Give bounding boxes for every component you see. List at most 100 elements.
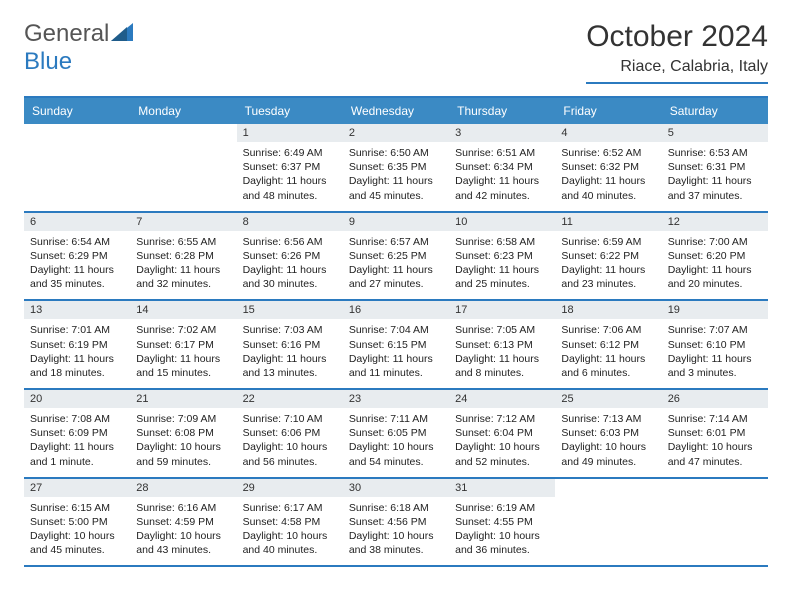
dayhead-thursday: Thursday	[449, 97, 555, 124]
daylight-text: Daylight: 10 hours	[136, 440, 230, 454]
daylight-text: Daylight: 11 hours	[561, 352, 655, 366]
daylight-text: Daylight: 11 hours	[349, 174, 443, 188]
day-cell: 5Sunrise: 6:53 AMSunset: 6:31 PMDaylight…	[662, 124, 768, 212]
sunset-text: Sunset: 6:37 PM	[243, 160, 337, 174]
daylight-text: Daylight: 11 hours	[136, 352, 230, 366]
date-number: 13	[24, 301, 130, 319]
calendar-table: Sunday Monday Tuesday Wednesday Thursday…	[24, 96, 768, 567]
sunset-text: Sunset: 6:25 PM	[349, 249, 443, 263]
sunset-text: Sunset: 4:59 PM	[136, 515, 230, 529]
day-details: Sunrise: 6:52 AMSunset: 6:32 PMDaylight:…	[555, 142, 661, 211]
daylight-text: Daylight: 11 hours	[349, 352, 443, 366]
daylight-text: Daylight: 11 hours	[349, 263, 443, 277]
day-cell: 3Sunrise: 6:51 AMSunset: 6:34 PMDaylight…	[449, 124, 555, 212]
sunrise-text: Sunrise: 6:59 AM	[561, 235, 655, 249]
dayhead-monday: Monday	[130, 97, 236, 124]
day-details: Sunrise: 7:05 AMSunset: 6:13 PMDaylight:…	[449, 319, 555, 388]
daylight-text: and 18 minutes.	[30, 366, 124, 380]
sunrise-text: Sunrise: 7:06 AM	[561, 323, 655, 337]
day-cell: 29Sunrise: 6:17 AMSunset: 4:58 PMDayligh…	[237, 478, 343, 567]
daylight-text: Daylight: 11 hours	[136, 263, 230, 277]
sunset-text: Sunset: 6:04 PM	[455, 426, 549, 440]
date-number: 3	[449, 124, 555, 142]
daylight-text: and 40 minutes.	[561, 189, 655, 203]
date-number: 27	[24, 479, 130, 497]
sunrise-text: Sunrise: 6:55 AM	[136, 235, 230, 249]
date-number: 8	[237, 213, 343, 231]
sunrise-text: Sunrise: 7:03 AM	[243, 323, 337, 337]
daylight-text: and 47 minutes.	[668, 455, 762, 469]
sunset-text: Sunset: 6:28 PM	[136, 249, 230, 263]
daylight-text: Daylight: 11 hours	[668, 174, 762, 188]
week-row: 1Sunrise: 6:49 AMSunset: 6:37 PMDaylight…	[24, 124, 768, 212]
sunset-text: Sunset: 6:26 PM	[243, 249, 337, 263]
logo-sail-icon	[111, 20, 133, 38]
daylight-text: Daylight: 11 hours	[561, 174, 655, 188]
sunset-text: Sunset: 6:10 PM	[668, 338, 762, 352]
sunrise-text: Sunrise: 6:50 AM	[349, 146, 443, 160]
sunset-text: Sunset: 6:12 PM	[561, 338, 655, 352]
sunrise-text: Sunrise: 7:13 AM	[561, 412, 655, 426]
date-number: 29	[237, 479, 343, 497]
sunrise-text: Sunrise: 6:52 AM	[561, 146, 655, 160]
day-details	[24, 130, 130, 192]
sunrise-text: Sunrise: 7:12 AM	[455, 412, 549, 426]
daylight-text: and 30 minutes.	[243, 277, 337, 291]
sunrise-text: Sunrise: 7:01 AM	[30, 323, 124, 337]
daylight-text: and 11 minutes.	[349, 366, 443, 380]
daylight-text: Daylight: 10 hours	[30, 529, 124, 543]
daylight-text: and 42 minutes.	[455, 189, 549, 203]
day-cell: 18Sunrise: 7:06 AMSunset: 6:12 PMDayligh…	[555, 300, 661, 389]
dayhead-friday: Friday	[555, 97, 661, 124]
date-number: 10	[449, 213, 555, 231]
day-cell: 17Sunrise: 7:05 AMSunset: 6:13 PMDayligh…	[449, 300, 555, 389]
calendar-body: 1Sunrise: 6:49 AMSunset: 6:37 PMDaylight…	[24, 124, 768, 566]
daylight-text: and 25 minutes.	[455, 277, 549, 291]
day-details: Sunrise: 6:58 AMSunset: 6:23 PMDaylight:…	[449, 231, 555, 300]
day-cell: 27Sunrise: 6:15 AMSunset: 5:00 PMDayligh…	[24, 478, 130, 567]
daylight-text: Daylight: 11 hours	[668, 352, 762, 366]
logo-word2: Blue	[24, 48, 72, 75]
daylight-text: and 45 minutes.	[30, 543, 124, 557]
dayhead-wednesday: Wednesday	[343, 97, 449, 124]
daylight-text: Daylight: 11 hours	[455, 352, 549, 366]
sunrise-text: Sunrise: 6:18 AM	[349, 501, 443, 515]
sunrise-text: Sunrise: 7:00 AM	[668, 235, 762, 249]
daylight-text: and 37 minutes.	[668, 189, 762, 203]
date-number: 12	[662, 213, 768, 231]
sunset-text: Sunset: 6:15 PM	[349, 338, 443, 352]
date-number: 23	[343, 390, 449, 408]
day-cell: 22Sunrise: 7:10 AMSunset: 6:06 PMDayligh…	[237, 389, 343, 478]
day-details: Sunrise: 6:55 AMSunset: 6:28 PMDaylight:…	[130, 231, 236, 300]
sunrise-text: Sunrise: 7:08 AM	[30, 412, 124, 426]
day-cell: 9Sunrise: 6:57 AMSunset: 6:25 PMDaylight…	[343, 212, 449, 301]
daylight-text: and 13 minutes.	[243, 366, 337, 380]
date-number: 21	[130, 390, 236, 408]
date-number: 17	[449, 301, 555, 319]
daylight-text: Daylight: 11 hours	[243, 174, 337, 188]
sunset-text: Sunset: 6:03 PM	[561, 426, 655, 440]
dayhead-sunday: Sunday	[24, 97, 130, 124]
sunrise-text: Sunrise: 6:58 AM	[455, 235, 549, 249]
logo-word1: General	[24, 20, 109, 47]
day-details: Sunrise: 6:51 AMSunset: 6:34 PMDaylight:…	[449, 142, 555, 211]
date-number: 26	[662, 390, 768, 408]
day-details: Sunrise: 6:16 AMSunset: 4:59 PMDaylight:…	[130, 497, 236, 566]
daylight-text: and 36 minutes.	[455, 543, 549, 557]
date-number: 4	[555, 124, 661, 142]
daylight-text: and 49 minutes.	[561, 455, 655, 469]
sunrise-text: Sunrise: 7:07 AM	[668, 323, 762, 337]
day-details: Sunrise: 7:07 AMSunset: 6:10 PMDaylight:…	[662, 319, 768, 388]
week-row: 13Sunrise: 7:01 AMSunset: 6:19 PMDayligh…	[24, 300, 768, 389]
date-number: 6	[24, 213, 130, 231]
sunrise-text: Sunrise: 6:53 AM	[668, 146, 762, 160]
daylight-text: and 59 minutes.	[136, 455, 230, 469]
daylight-text: and 56 minutes.	[243, 455, 337, 469]
date-number: 9	[343, 213, 449, 231]
sunset-text: Sunset: 6:05 PM	[349, 426, 443, 440]
day-cell: 4Sunrise: 6:52 AMSunset: 6:32 PMDaylight…	[555, 124, 661, 212]
day-cell: 1Sunrise: 6:49 AMSunset: 6:37 PMDaylight…	[237, 124, 343, 212]
day-details: Sunrise: 6:59 AMSunset: 6:22 PMDaylight:…	[555, 231, 661, 300]
sunset-text: Sunset: 6:23 PM	[455, 249, 549, 263]
daylight-text: and 54 minutes.	[349, 455, 443, 469]
